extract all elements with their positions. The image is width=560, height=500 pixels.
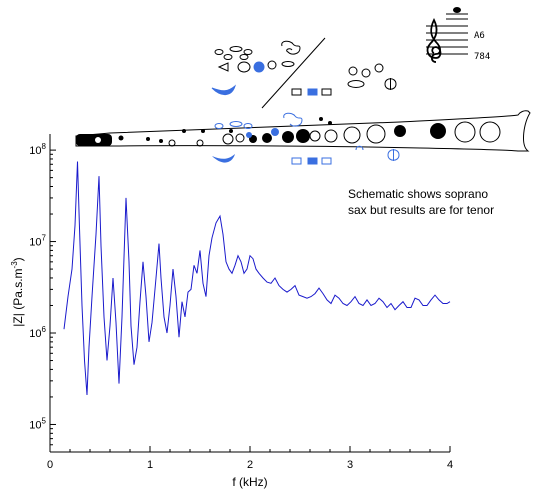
saxophone-schematic	[75, 110, 531, 165]
y-tick-base: 10	[29, 145, 41, 157]
x-tick-label: 1	[147, 459, 153, 471]
y-tick-label: 105	[29, 416, 46, 431]
y-tick-exponent: 6	[42, 325, 47, 334]
y-axis-title-close: )	[11, 257, 25, 261]
y-axis-title: |Z| (Pa.s.m-3)	[10, 257, 25, 326]
annotation-line-2: sax but results are for tenor	[348, 203, 494, 217]
x-axis-title: f (kHz)	[232, 475, 267, 489]
y-tick-label: 108	[29, 142, 46, 157]
impedance-series-line	[63, 161, 451, 396]
y-tick-base: 10	[29, 419, 41, 431]
y-axis-title-exponent: -3	[10, 261, 19, 269]
x-tick-label: 0	[47, 459, 53, 471]
y-ticks	[50, 149, 56, 453]
fingering-diagram	[211, 37, 397, 109]
x-ticks	[49, 446, 451, 452]
annotation-line-1: Schematic shows soprano	[348, 187, 488, 201]
x-tick-label: 4	[447, 459, 453, 471]
note-name: A6	[474, 31, 485, 41]
x-tick-label: 3	[347, 459, 353, 471]
y-axis-title-main: |Z| (Pa.s.m	[11, 268, 25, 326]
y-tick-base: 10	[29, 237, 41, 249]
note-staff-diagram: A6 784	[426, 7, 490, 63]
note-frequency: 784	[474, 52, 490, 62]
y-tick-base: 10	[29, 328, 41, 340]
x-tick-label: 2	[247, 459, 253, 471]
note-head	[453, 7, 461, 13]
y-tick-exponent: 7	[42, 234, 47, 243]
treble-clef-icon	[426, 17, 442, 63]
x-tick-labels: 0 1 2 3 4	[47, 459, 453, 471]
y-tick-label: 107	[29, 234, 46, 249]
y-tick-exponent: 8	[42, 142, 47, 151]
y-tick-exponent: 5	[42, 416, 47, 425]
y-tick-label: 106	[29, 325, 46, 340]
